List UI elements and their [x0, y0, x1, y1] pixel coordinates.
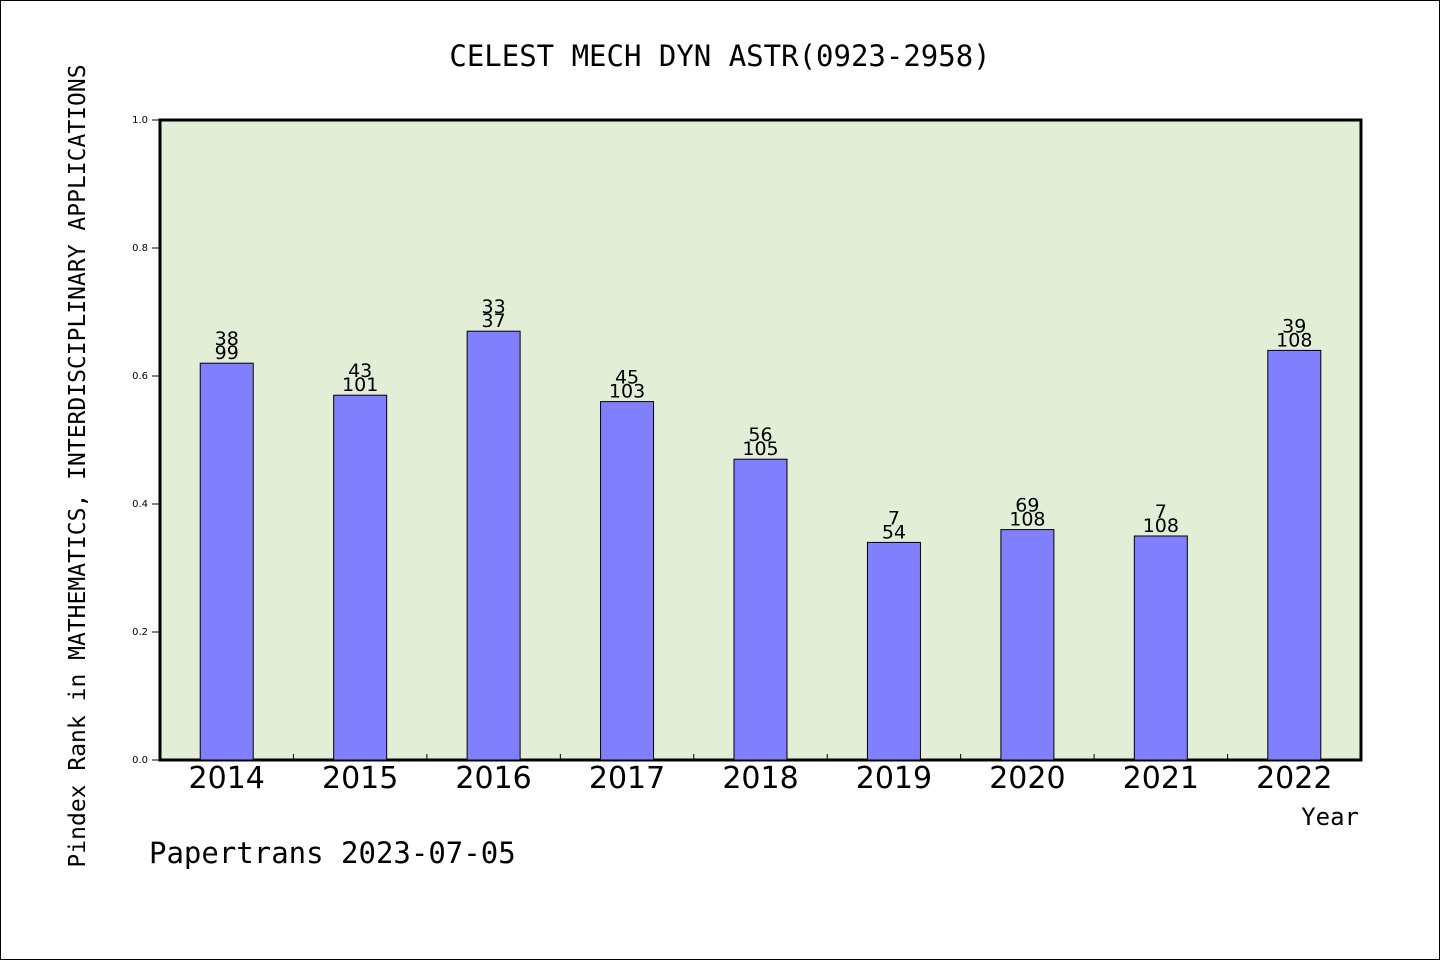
bar-2018 — [733, 458, 788, 761]
bar-2021 — [1133, 535, 1188, 761]
y-tick-label: 0.4 — [132, 499, 148, 510]
y-tick-label: 1.0 — [132, 115, 148, 126]
bar-2017 — [600, 401, 655, 761]
x-tick-label-2017: 2017 — [589, 761, 665, 796]
x-tick-label-2014: 2014 — [189, 761, 265, 796]
chart-title: CELEST MECH DYN ASTR(0923-2958) — [449, 39, 990, 73]
x-tick-label-2022: 2022 — [1256, 761, 1332, 796]
rank-label-2016: 33 — [482, 296, 506, 318]
x-axis — [292, 754, 1229, 760]
total-label-2015: 101 — [342, 374, 378, 396]
x-tick-label-2018: 2018 — [722, 761, 798, 796]
rank-label-2017: 45 — [615, 367, 639, 389]
total-label-2020: 108 — [1009, 509, 1045, 531]
bar-2022 — [1267, 349, 1322, 761]
total-label-2017: 103 — [609, 381, 645, 403]
rank-label-2014: 38 — [215, 328, 239, 350]
rank-label-2015: 43 — [348, 360, 372, 382]
bar-2015 — [333, 394, 388, 761]
x-tick-label-2015: 2015 — [322, 761, 398, 796]
x-axis-label: Year — [1301, 803, 1359, 831]
total-label-2019: 54 — [882, 521, 906, 543]
footer-credit: Papertrans 2023-07-05 — [149, 836, 516, 870]
y-axis-label: Pindex Rank in MATHEMATICS, INTERDISCIPL… — [65, 64, 91, 867]
y-tick-label: 0.0 — [132, 755, 148, 766]
bar-2019 — [866, 541, 921, 761]
rank-label-2020: 69 — [1015, 495, 1039, 517]
x-tick-label-2019: 2019 — [856, 761, 932, 796]
x-tick-label-2020: 2020 — [989, 761, 1065, 796]
rank-label-2018: 56 — [748, 424, 772, 446]
rank-label-2021: 7 — [1155, 501, 1167, 523]
y-tick-label: 0.6 — [132, 371, 148, 382]
bars-group — [199, 330, 1322, 761]
total-label-2018: 105 — [742, 438, 778, 460]
x-tick-label-2016: 2016 — [455, 761, 531, 796]
total-label-2014: 99 — [215, 342, 239, 364]
total-label-2022: 108 — [1276, 329, 1312, 351]
total-label-2021: 108 — [1143, 515, 1179, 537]
y-axis: 0.0 0.2 0.4 0.6 0.8 1.0 — [132, 115, 160, 766]
rank-label-2019: 7 — [888, 507, 900, 529]
total-label-2016: 37 — [482, 310, 506, 332]
bar-2020 — [1000, 529, 1055, 761]
x-tick-label-2021: 2021 — [1123, 761, 1199, 796]
rank-label-2022: 39 — [1282, 315, 1306, 337]
bar-2014 — [199, 362, 254, 761]
y-tick-label: 0.8 — [132, 243, 148, 254]
y-tick-label: 0.2 — [132, 627, 148, 638]
x-tick-labels-group: 2014 2015 2016 2017 2018 2019 2020 2021 2022 — [189, 761, 1333, 796]
bar-2016 — [466, 330, 521, 761]
